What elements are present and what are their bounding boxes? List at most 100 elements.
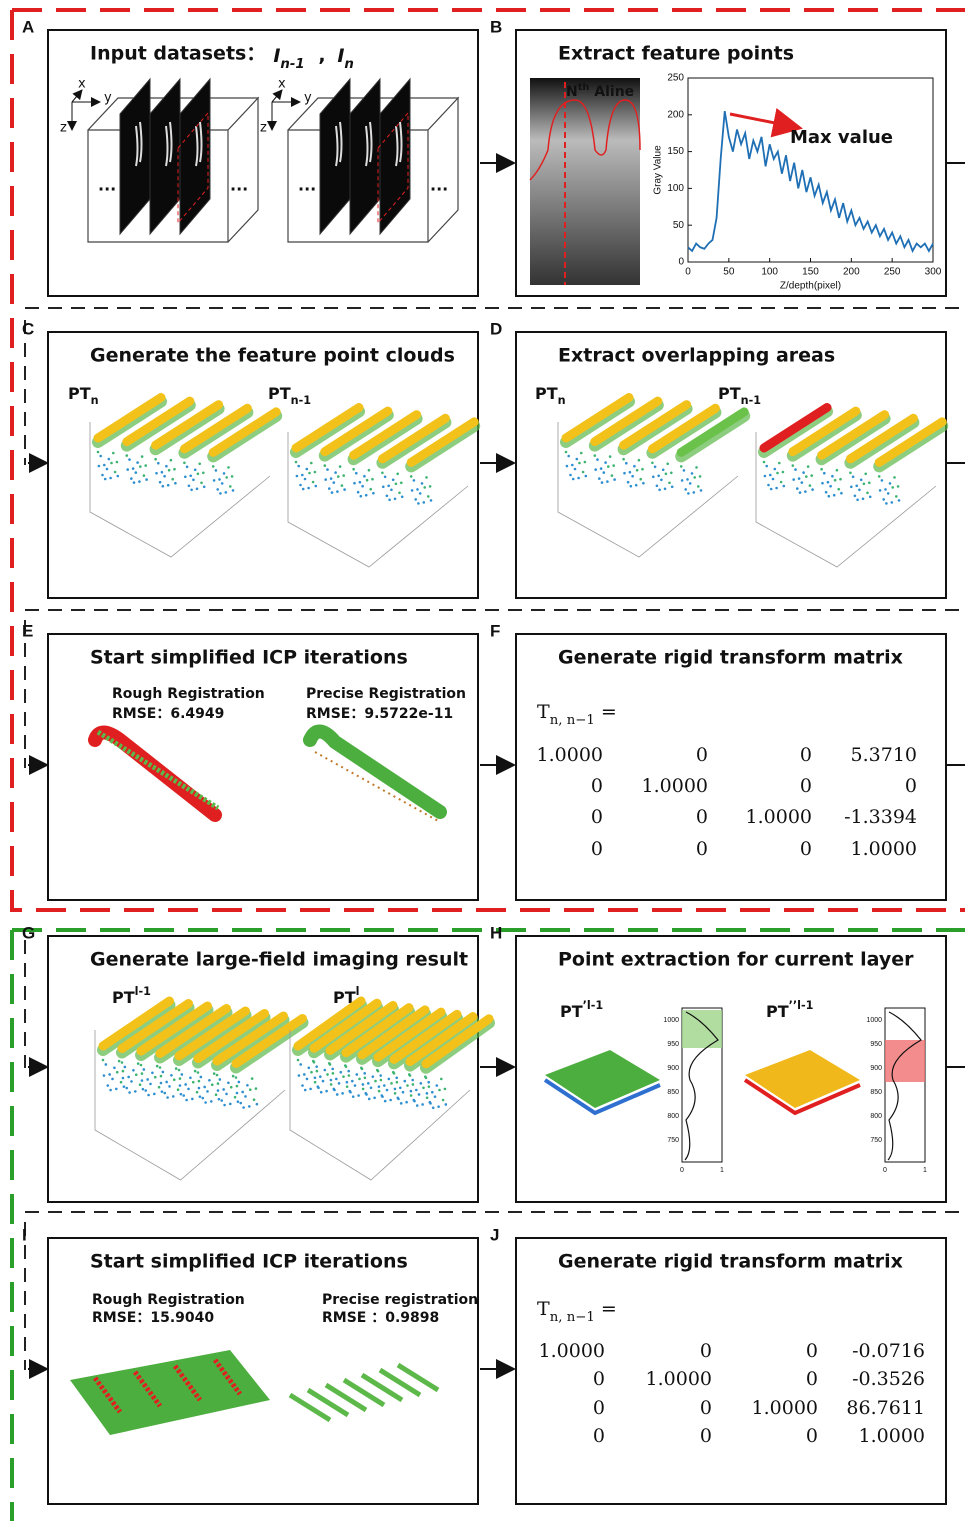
panel <box>48 30 478 296</box>
cloud-dot <box>210 1100 213 1103</box>
cloud-dot <box>363 475 366 478</box>
label-base: I <box>337 45 344 67</box>
cloud-dot <box>142 1088 145 1091</box>
label-rest: = <box>595 1298 617 1320</box>
cloud-dot <box>187 1088 190 1091</box>
cloud-dot <box>337 475 340 478</box>
axis-label: z <box>260 121 267 136</box>
extracted-range <box>682 1010 722 1048</box>
panel-title: Generate large-field imaging result <box>90 949 468 971</box>
x-tick-label: 250 <box>884 267 901 278</box>
cloud-dot <box>238 1081 241 1084</box>
cloud-dot <box>378 1085 381 1088</box>
y-tick-label: 150 <box>667 146 684 157</box>
cloud-dot <box>868 482 871 485</box>
cloud-dot <box>306 1078 309 1081</box>
cloud-dot <box>118 1060 121 1063</box>
cloud-dot <box>810 474 813 477</box>
cloud-dot <box>231 475 234 478</box>
cloud-dot <box>103 1074 106 1077</box>
cloud-dot <box>687 492 690 495</box>
cloud-dot <box>569 474 572 477</box>
cloud-dot <box>671 486 674 489</box>
cloud-dot <box>574 468 577 471</box>
cloud-dot <box>194 1070 197 1073</box>
cloud-dot <box>627 481 630 484</box>
cloud-dot <box>415 1089 418 1092</box>
cloud-dot <box>298 1074 301 1077</box>
cloud-dot <box>213 479 216 482</box>
cloud-dot <box>379 1074 382 1077</box>
cloud-dot <box>863 483 866 486</box>
cloud-dot <box>255 1087 258 1090</box>
cloud-dot <box>319 1075 322 1078</box>
cloud-dot <box>893 476 896 479</box>
cloud-dot <box>613 478 616 481</box>
cloud-dot <box>381 1095 384 1098</box>
cloud-dot <box>157 462 160 465</box>
cloud-dot <box>396 473 399 476</box>
cloud-dot <box>179 1077 182 1080</box>
cloud-dot <box>371 478 374 481</box>
cloud-dot <box>809 484 812 487</box>
cloud-dot <box>879 489 882 492</box>
cloud-dot <box>368 1098 371 1101</box>
cloud-dot <box>799 491 802 494</box>
cloud-dot <box>428 1085 431 1088</box>
cloud-dot <box>580 452 583 455</box>
cloud-dot <box>324 478 327 481</box>
label-sup: th <box>578 82 590 93</box>
cloud-dot <box>253 1098 256 1101</box>
cloud-dot <box>798 477 801 480</box>
label: RMSE ：0.9898 <box>322 1310 439 1326</box>
cloud-dot <box>222 1088 225 1091</box>
cloud-dot <box>377 1070 380 1073</box>
density-y-label: 950 <box>870 1041 882 1048</box>
cloud-dot <box>198 463 201 466</box>
matrix-cell: 1.0000 <box>646 1368 712 1390</box>
cloud-dot <box>154 458 157 461</box>
cloud-dot <box>168 1085 171 1088</box>
cloud-dot <box>584 461 587 464</box>
cloud-dot <box>220 1099 223 1102</box>
cloud-dot <box>340 1071 343 1074</box>
cloud-dot <box>198 1087 201 1090</box>
cloud-dot <box>834 479 837 482</box>
cloud-dot <box>308 472 311 475</box>
cloud-dot <box>660 479 663 482</box>
cloud-dot <box>116 461 119 464</box>
matrix-cell: 0 <box>593 1425 605 1447</box>
cloud-dot <box>316 1070 319 1073</box>
cloud-dot <box>825 491 828 494</box>
cloud-dot <box>120 1081 123 1084</box>
density-y-label: 800 <box>667 1113 679 1120</box>
cloud-dot <box>882 498 885 501</box>
cloud-dot <box>426 1096 429 1099</box>
cloud-dot <box>636 469 639 472</box>
cloud-dot <box>217 1089 220 1092</box>
cloud-dot <box>374 1080 377 1083</box>
label-base: PT <box>560 1002 583 1021</box>
cloud-dot <box>345 1065 348 1068</box>
cloud-dot <box>360 495 363 498</box>
cloud-dot <box>413 1100 416 1103</box>
matrix-cell: 0 <box>591 806 603 828</box>
cloud-dot <box>854 495 857 498</box>
cloud-dot <box>421 1103 424 1106</box>
cloud-dot <box>230 1086 233 1089</box>
cloud-dot <box>778 462 781 465</box>
matrix-cell: -1.3394 <box>844 806 917 828</box>
cloud-dot <box>248 1105 251 1108</box>
cloud-dot <box>792 464 795 467</box>
cloud-dot <box>837 488 840 491</box>
density-x-label: 0 <box>680 1167 684 1174</box>
cloud-dot <box>770 488 773 491</box>
cloud-dot <box>348 1074 351 1077</box>
label: Rough Registration <box>112 686 265 702</box>
cloud-dot <box>652 476 655 479</box>
cloud-dot <box>308 1066 311 1069</box>
cloud-dot <box>658 489 661 492</box>
cloud-dot <box>411 1079 414 1082</box>
cloud-dot <box>811 488 814 491</box>
cloud-dot <box>384 1100 387 1103</box>
